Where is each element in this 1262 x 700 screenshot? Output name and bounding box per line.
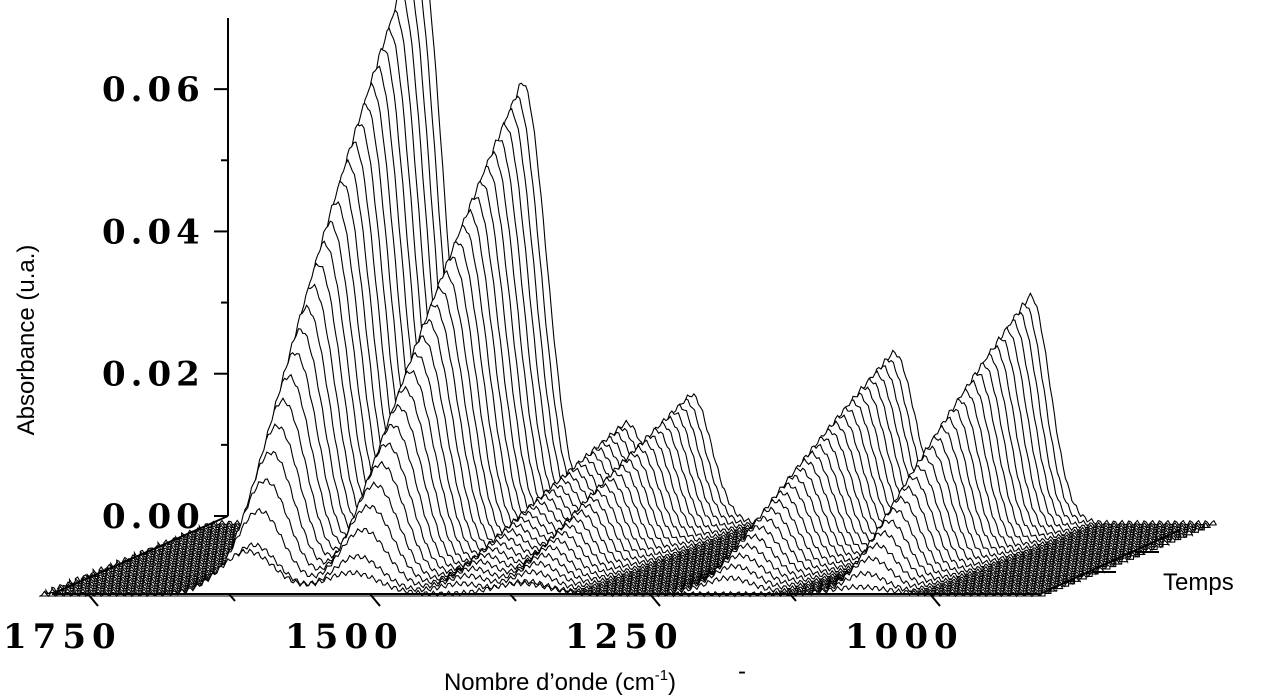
- spectrum-line-3: [51, 507, 1058, 593]
- y-tick-label-2: 0.04: [102, 212, 205, 252]
- x-tick-mark-0: [87, 593, 99, 607]
- y-axis-title: Absorbance (u.a.): [13, 245, 40, 436]
- time-axis-line: [1039, 529, 1181, 595]
- x-tick-mark-2: [649, 593, 661, 607]
- x-tick-mark-1: [369, 593, 381, 607]
- x-minor-tick-2: [789, 593, 797, 602]
- x-tick-label-2: 1250: [565, 617, 684, 657]
- x-axis-ticks: 1750 1500 1250 1000: [3, 593, 964, 657]
- stray-mark: -: [738, 658, 746, 685]
- x-tick-label-0: 1750: [3, 617, 122, 657]
- x-axis-title-text: Nombre d’onde (cm: [444, 669, 655, 696]
- x-minor-tick-0: [228, 593, 236, 602]
- spectra-group: [39, 0, 1217, 598]
- time-axis-ticks: [1092, 551, 1159, 573]
- y-tick-label-0: 0.00: [102, 497, 205, 537]
- x-axis-title-close: ): [668, 669, 676, 696]
- y-tick-label-1: 0.02: [102, 355, 205, 395]
- y-tick-label-3: 0.06: [102, 70, 205, 110]
- spectrum-line-1: [39, 548, 1046, 598]
- x-axis-title: Nombre d’onde (cm-1): [444, 667, 676, 696]
- x-tick-label-3: 1000: [845, 617, 964, 657]
- x-tick-label-1: 1500: [285, 617, 404, 657]
- depth-axis-front-line: [51, 515, 229, 595]
- time-axis-title: Temps: [1163, 569, 1234, 596]
- x-axis-title-superscript: -1: [655, 667, 668, 684]
- x-minor-tick-1: [509, 593, 517, 602]
- y-axis-ticks: 0.00 0.02 0.04 0.06: [102, 70, 228, 537]
- x-tick-mark-3: [929, 593, 941, 607]
